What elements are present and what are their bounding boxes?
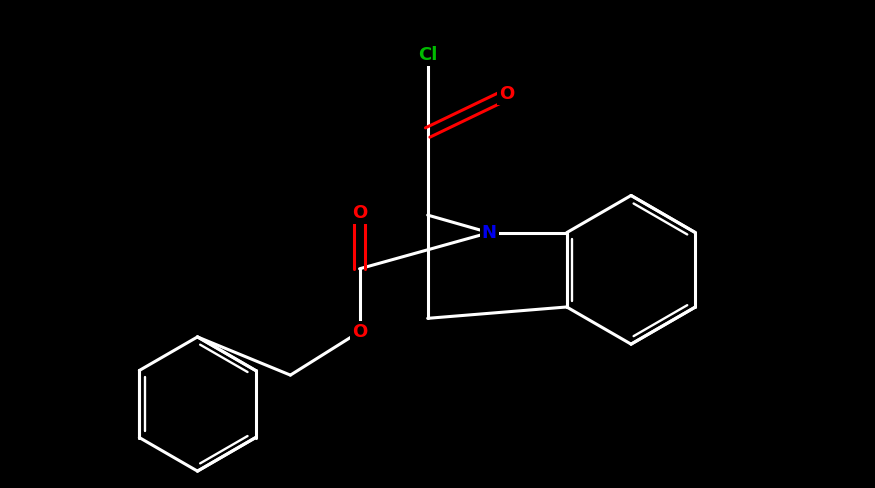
Text: N: N (482, 224, 497, 242)
Text: Cl: Cl (418, 46, 438, 64)
Text: O: O (352, 323, 367, 341)
Text: O: O (352, 204, 367, 222)
Text: O: O (500, 85, 514, 103)
